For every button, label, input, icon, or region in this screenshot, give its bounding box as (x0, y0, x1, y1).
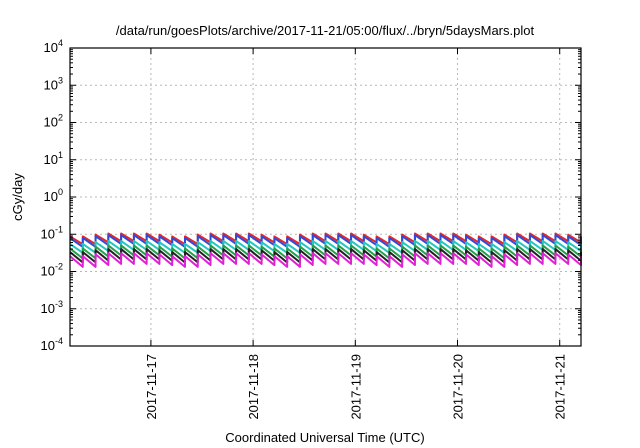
y-tick-exponent: -3 (55, 299, 63, 309)
y-tick-exponent: 3 (58, 75, 63, 85)
series-line (69, 252, 582, 268)
x-axis-ticks: 2017-11-17 2017-11-18 2017-11-19 2017-11-20… (144, 48, 568, 420)
x-tick-label: 2017-11-19 (348, 354, 363, 420)
x-tick-label: 2017-11-20 (451, 354, 466, 420)
y-tick-label: 104 (44, 38, 63, 55)
y-tick-base: 10 (44, 77, 58, 92)
y-tick-label: 103 (44, 75, 63, 92)
y-tick-base: 10 (41, 338, 55, 353)
y-tick-base: 10 (41, 264, 55, 279)
x-tick-label: 2017-11-17 (144, 354, 159, 420)
y-tick-base: 10 (44, 40, 58, 55)
y-tick-exponent: 1 (58, 150, 63, 160)
y-tick-exponent: -1 (55, 224, 63, 234)
y-tick-exponent: 2 (58, 113, 63, 123)
y-tick-label: 101 (44, 150, 63, 167)
y-tick-exponent: 4 (58, 38, 63, 48)
y-tick-exponent: 0 (58, 187, 63, 197)
x-tick-label: 2017-11-18 (246, 354, 261, 420)
x-tick-label: 2017-11-21 (553, 354, 568, 420)
y-tick-base: 10 (44, 115, 58, 130)
y-tick-base: 10 (44, 152, 58, 167)
y-tick-exponent: -4 (55, 336, 63, 346)
chart-title: /data/run/goesPlots/archive/2017-11-21/0… (116, 23, 535, 38)
y-tick-base: 10 (41, 226, 55, 241)
y-tick-label: 10-4 (41, 336, 63, 353)
y-tick-label: 10-2 (41, 262, 63, 279)
y-tick-label: 10-3 (41, 299, 63, 316)
y-tick-label: 100 (44, 187, 63, 204)
y-axis-label: cGy/day (10, 173, 25, 221)
y-tick-label: 102 (44, 113, 63, 130)
y-tick-base: 10 (44, 189, 58, 204)
series-group (69, 232, 582, 268)
x-axis-label: Coordinated Universal Time (UTC) (225, 430, 424, 445)
y-tick-label: 10-1 (41, 224, 63, 241)
y-tick-base: 10 (41, 301, 55, 316)
y-tick-exponent: -2 (55, 262, 63, 272)
grid (70, 48, 581, 346)
